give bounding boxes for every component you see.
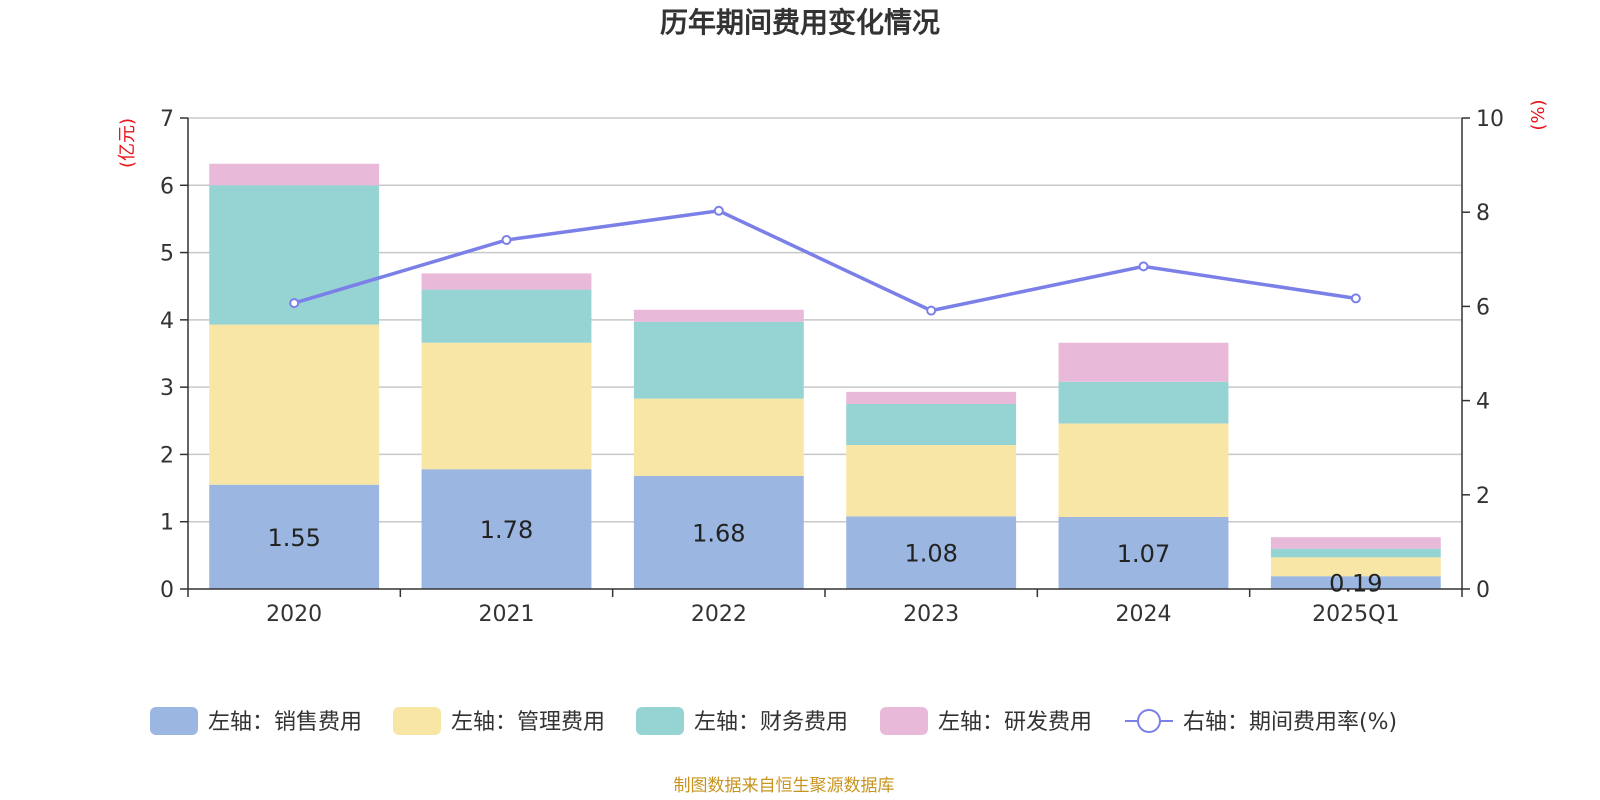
right-tick-label: 2 bbox=[1476, 484, 1490, 509]
legend-swatch bbox=[636, 707, 684, 735]
bar-segment bbox=[1270, 548, 1441, 558]
left-tick-label: 2 bbox=[160, 443, 174, 468]
line-point bbox=[926, 305, 937, 316]
bar-segment bbox=[209, 484, 380, 589]
left-tick-label: 0 bbox=[160, 578, 174, 603]
left-axis-unit: (亿元) bbox=[117, 118, 138, 168]
bar-segment bbox=[846, 391, 1017, 404]
bar-segment bbox=[421, 273, 592, 290]
legend-label: 左轴：销售费用 bbox=[208, 710, 362, 735]
x-tick-label: 2020 bbox=[266, 602, 322, 627]
legend-label: 左轴：财务费用 bbox=[694, 710, 848, 735]
right-axis-unit: (%) bbox=[1528, 99, 1549, 130]
x-tick-label: 2023 bbox=[903, 602, 959, 627]
right-tick-label: 8 bbox=[1476, 201, 1490, 226]
bar-segment bbox=[846, 516, 1017, 589]
bar-segment bbox=[1058, 423, 1229, 518]
line-layer bbox=[289, 205, 1361, 316]
bar-segment bbox=[209, 163, 380, 186]
bar-value-label: 1.55 bbox=[267, 524, 320, 552]
bar-value-label: 0.19 bbox=[1329, 570, 1382, 598]
chart-title: 历年期间费用变化情况 bbox=[660, 6, 940, 39]
left-tick-label: 3 bbox=[160, 376, 174, 401]
line-point bbox=[1350, 293, 1361, 304]
bar-segment bbox=[1270, 576, 1441, 589]
bar-segment bbox=[633, 398, 804, 476]
bar-segment bbox=[1058, 517, 1229, 589]
labels-layer: 1.55 1.78 1.68 1.08 1.07 0.19 bbox=[267, 516, 1382, 597]
bar-segment bbox=[1058, 381, 1229, 424]
legend-marker-icon bbox=[1137, 709, 1161, 733]
legend-label: 右轴：期间费用率(%) bbox=[1183, 710, 1397, 735]
line-point bbox=[289, 298, 300, 309]
left-tick-label: 5 bbox=[160, 242, 174, 267]
line-series bbox=[293, 208, 1357, 313]
left-tick-label: 6 bbox=[160, 174, 174, 199]
left-tick-label: 4 bbox=[160, 309, 174, 334]
legend-label: 左轴：研发费用 bbox=[938, 710, 1092, 735]
x-tick-label: 2022 bbox=[691, 602, 747, 627]
legend-swatch bbox=[880, 707, 928, 735]
line-point bbox=[1138, 261, 1149, 272]
bars-layer bbox=[209, 163, 1441, 589]
bar-value-label: 1.08 bbox=[904, 540, 957, 568]
right-tick-label: 10 bbox=[1476, 107, 1504, 132]
right-tick-label: 6 bbox=[1476, 295, 1490, 320]
right-tick-label: 4 bbox=[1476, 390, 1490, 415]
bar-segment bbox=[421, 469, 592, 589]
bar-segment bbox=[1270, 557, 1441, 577]
bar-value-label: 1.07 bbox=[1117, 540, 1170, 568]
bar-segment bbox=[421, 342, 592, 470]
axes-layer: 0 1 2 3 4 5 6 7 0 2 4 6 8 10 2020 2021 2022 2023 2024 2025Q… bbox=[160, 107, 1504, 627]
line-point bbox=[713, 205, 724, 216]
bar-segment bbox=[1270, 537, 1441, 549]
bar-value-label: 1.78 bbox=[480, 516, 533, 544]
x-tick-label: 2024 bbox=[1116, 602, 1172, 627]
bar-segment bbox=[209, 324, 380, 485]
right-tick-label: 0 bbox=[1476, 578, 1490, 603]
left-tick-label: 7 bbox=[160, 107, 174, 132]
x-tick-label: 2021 bbox=[479, 602, 535, 627]
source-note: 制图数据来自恒生聚源数据库 bbox=[674, 776, 895, 796]
bar-segment bbox=[633, 475, 804, 589]
bar-segment bbox=[633, 309, 804, 322]
legend: 左轴：销售费用 左轴：管理费用 左轴：财务费用 左轴：研发费用 右轴：期间费用率(%) bbox=[150, 707, 1397, 735]
x-tick-label: 2025Q1 bbox=[1312, 602, 1399, 627]
bar-segment bbox=[421, 289, 592, 343]
grid-lines bbox=[188, 117, 1462, 523]
bar-segment bbox=[1058, 342, 1229, 382]
bar-segment bbox=[846, 445, 1017, 517]
left-tick-label: 1 bbox=[160, 511, 174, 536]
bar-segment bbox=[633, 321, 804, 399]
line-point bbox=[501, 234, 512, 245]
bar-segment bbox=[846, 403, 1017, 446]
bar-value-label: 1.68 bbox=[692, 519, 745, 547]
legend-swatch bbox=[150, 707, 198, 735]
legend-label: 左轴：管理费用 bbox=[451, 710, 605, 735]
legend-swatch bbox=[393, 707, 441, 735]
